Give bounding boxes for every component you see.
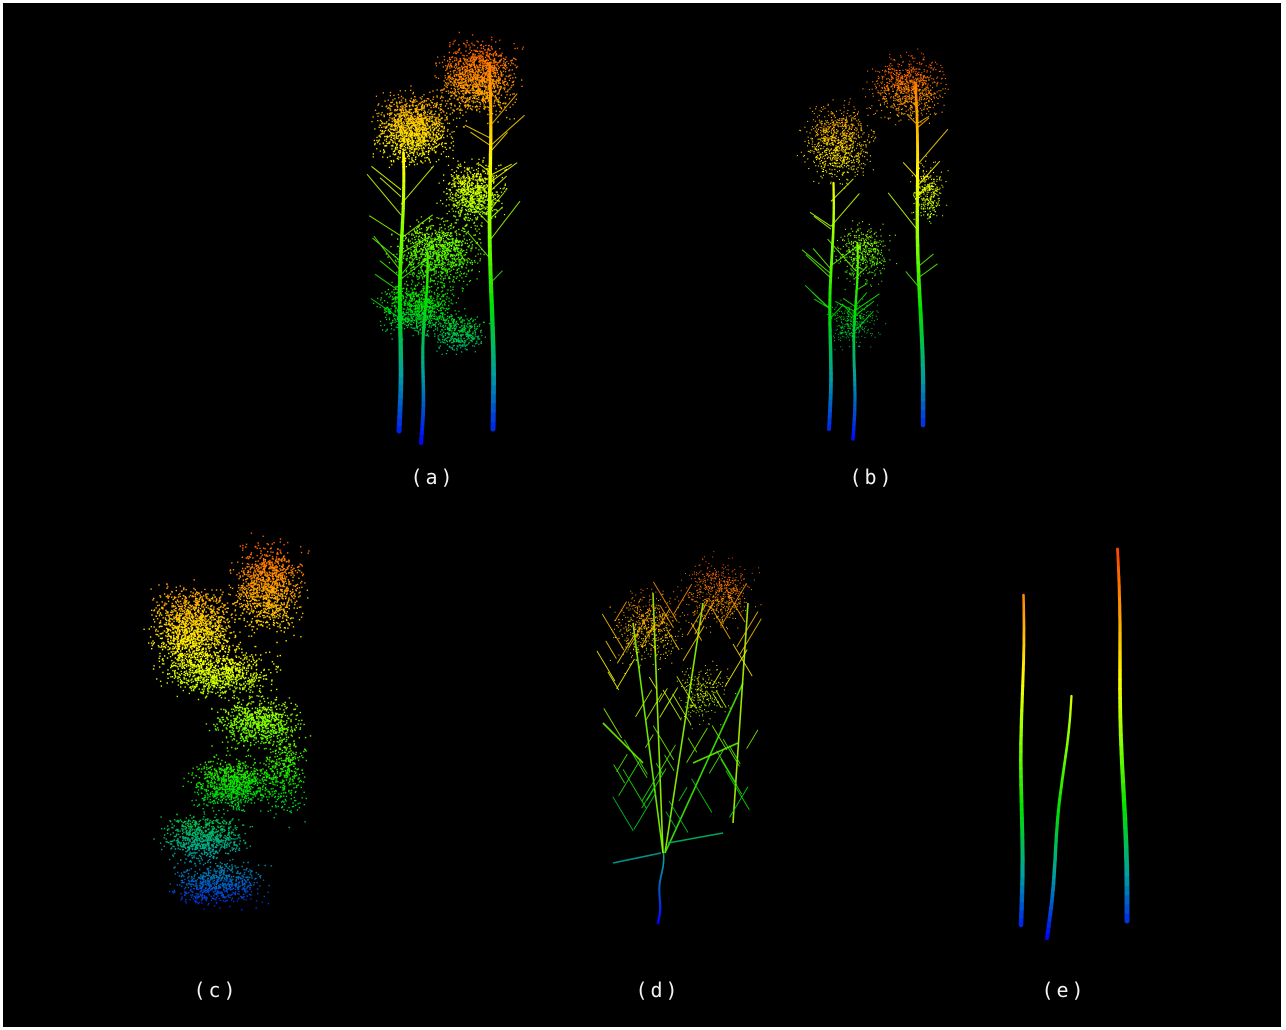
caption-d: (d): [635, 978, 681, 1002]
tree-b3-stem: [914, 81, 926, 428]
tree-d-base: [656, 852, 665, 925]
figure-frame: (a) (b) (c) (d) (e): [3, 3, 1281, 1027]
point-cloud-figure: [143, 31, 1130, 940]
stem-e3: [1116, 547, 1130, 924]
stem-e2: [1045, 694, 1073, 940]
tree-a1-stem: [396, 151, 406, 434]
panel-d-branch-skeleton: [596, 551, 762, 925]
stem-e1: [1018, 593, 1026, 928]
panel-c-foliage-points: [143, 532, 312, 911]
caption-a: (a): [410, 465, 456, 489]
tree-b2-stem: [851, 242, 859, 441]
tree-b1-stem: [827, 181, 836, 431]
panel-a-point-cloud: [366, 31, 525, 445]
caption-e: (e): [1041, 978, 1087, 1002]
panel-e-stems: [1018, 547, 1130, 940]
tree-a3-stem: [487, 61, 496, 432]
caption-c: (c): [193, 978, 239, 1002]
panel-b-point-cloud: [796, 48, 949, 441]
caption-b: (b): [849, 465, 895, 489]
